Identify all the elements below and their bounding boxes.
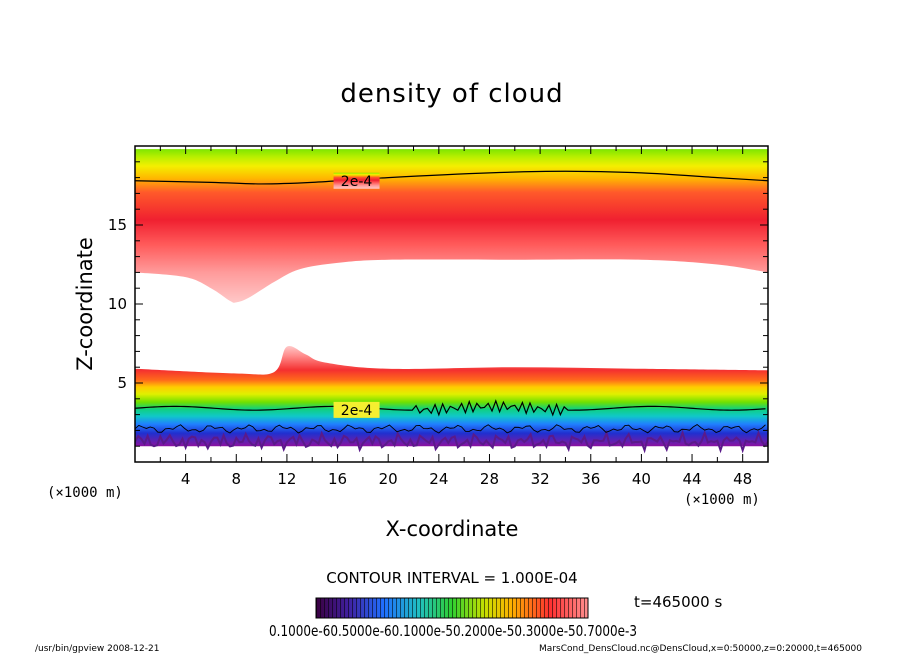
x-tick-label: 32 — [531, 470, 550, 488]
x-tick-label: 40 — [632, 470, 651, 488]
chart-title: density of cloud — [340, 79, 563, 109]
y-tick-label: 10 — [108, 295, 127, 313]
x-unit-right: (×1000 m) — [684, 492, 760, 508]
x-tick-label: 28 — [480, 470, 499, 488]
footer-right: MarsCond_DensCloud.nc@DensCloud,x=0:5000… — [539, 644, 862, 654]
plot-area: 2e-4 2e-4 — [135, 146, 768, 462]
contour-line-lower-2 — [135, 424, 766, 434]
upper-cloud-fill — [135, 149, 768, 303]
x-unit-left: (×1000 m) — [47, 485, 123, 501]
contour-line-upper — [135, 170, 768, 185]
contour-line-lower — [135, 399, 766, 417]
x-tick-label: 12 — [277, 470, 296, 488]
time-stamp: t=465000 s — [634, 593, 722, 611]
x-tick-label: 16 — [328, 470, 347, 488]
svg-text:2e-4: 2e-4 — [341, 174, 373, 190]
colorbar-frame — [315, 597, 589, 619]
x-tick-label: 24 — [429, 470, 448, 488]
contour-label-upper: 2e-4 — [333, 172, 380, 190]
lower-cloud-edge-noise — [135, 429, 768, 454]
x-tick-label: 8 — [232, 470, 242, 488]
x-tick-label: 4 — [181, 470, 191, 488]
colorbar-ticks — [316, 598, 588, 618]
lower-cloud-fill — [135, 346, 768, 447]
y-axis: 5 10 15 — [108, 161, 768, 447]
contour-label-lower: 2e-4 — [333, 401, 380, 419]
x-tick-label: 20 — [379, 470, 398, 488]
y-axis-label: Z-coordinate — [73, 237, 97, 371]
footer-left: /usr/bin/gpview 2008-12-21 — [35, 644, 159, 654]
contour-interval: CONTOUR INTERVAL = 1.000E-04 — [326, 569, 577, 587]
x-tick-label: 36 — [581, 470, 600, 488]
x-axis: 4 8 12 16 20 24 28 32 36 40 44 48 — [159, 146, 769, 488]
svg-text:2e-4: 2e-4 — [341, 403, 373, 419]
x-tick-label: 48 — [733, 470, 752, 488]
x-axis-label: X-coordinate — [386, 517, 519, 541]
y-tick-label: 5 — [117, 374, 127, 392]
colorbar-labels: 0.1000e-60.5000e-60.1000e-50.2000e-50.30… — [269, 622, 637, 640]
y-tick-label: 15 — [108, 216, 127, 234]
x-tick-label: 44 — [682, 470, 701, 488]
